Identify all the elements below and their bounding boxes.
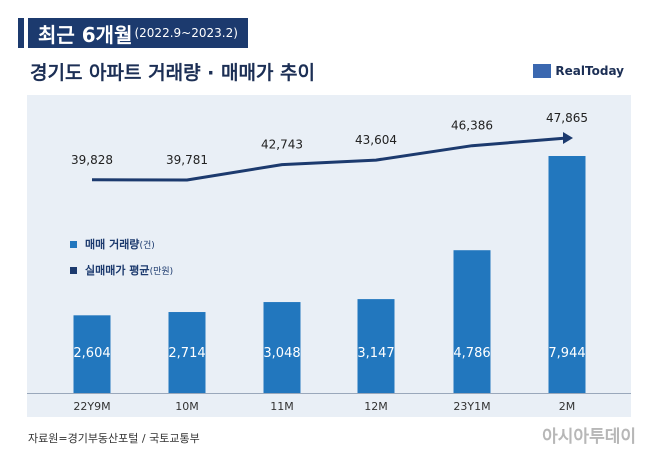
bar-0 — [73, 315, 111, 393]
bar-value-label: 7,944 — [548, 346, 585, 361]
price-value-label: 47,865 — [546, 111, 588, 125]
price-value-label: 39,828 — [71, 153, 113, 167]
legend-price-swatch — [70, 266, 77, 274]
price-line-arrowhead — [563, 132, 573, 144]
price-value-label: 46,386 — [451, 119, 493, 133]
x-tick-label: 22Y9M — [73, 400, 110, 413]
price-line — [91, 136, 568, 182]
realtoday-logo: RealToday — [533, 64, 624, 78]
legend-volume-unit: (건) — [139, 241, 155, 251]
chart-title: 최근 6개월 — [38, 22, 133, 47]
x-tick-label: 23Y1M — [453, 400, 490, 413]
x-tick-label: 2M — [559, 400, 576, 413]
legend-price-label: 실매매가 평균 — [85, 264, 150, 277]
price-value-label: 39,781 — [166, 153, 208, 167]
price-value-label: 42,743 — [261, 138, 303, 152]
logo-mark-icon — [533, 64, 552, 78]
bar-5 — [548, 156, 586, 393]
bar-value-label: 3,147 — [357, 346, 394, 361]
logo-text: RealToday — [555, 64, 624, 78]
title-accent-bar — [18, 18, 24, 48]
legend-price: 실매매가 평균(만원) — [70, 262, 173, 278]
bar-value-label: 4,786 — [453, 346, 490, 361]
legend-volume-swatch — [70, 240, 77, 248]
legend-price-unit: (만원) — [149, 267, 174, 277]
legend-volume-label: 매매 거래량 — [85, 238, 140, 251]
chart-subtitle: 경기도 아파트 거래량 · 매매가 추이 — [30, 62, 316, 84]
chart-period: (2022.9~2023.2) — [134, 26, 238, 40]
x-tick-label: 10M — [175, 400, 199, 413]
source-note: 자료원=경기부동산포털 / 국토교통부 — [28, 432, 200, 445]
title-box: 최근 6개월 (2022.9~2023.2) — [28, 18, 248, 48]
brand-watermark: 아시아투데이 — [542, 427, 636, 447]
bar-1 — [168, 312, 206, 393]
chart-panel — [27, 95, 631, 417]
bar-2 — [263, 302, 301, 393]
x-tick-label: 12M — [364, 400, 388, 413]
bar-value-label: 2,604 — [73, 346, 110, 361]
x-axis-line — [27, 393, 631, 394]
price-value-label: 43,604 — [355, 133, 397, 147]
bar-3 — [357, 299, 395, 393]
x-tick-label: 11M — [270, 400, 294, 413]
bar-value-label: 3,048 — [263, 346, 300, 361]
bar-value-label: 2,714 — [168, 346, 205, 361]
bar-4 — [453, 250, 491, 393]
legend: 매매 거래량(건) 실매매가 평균(만원) — [70, 236, 173, 288]
legend-volume: 매매 거래량(건) — [70, 236, 173, 252]
